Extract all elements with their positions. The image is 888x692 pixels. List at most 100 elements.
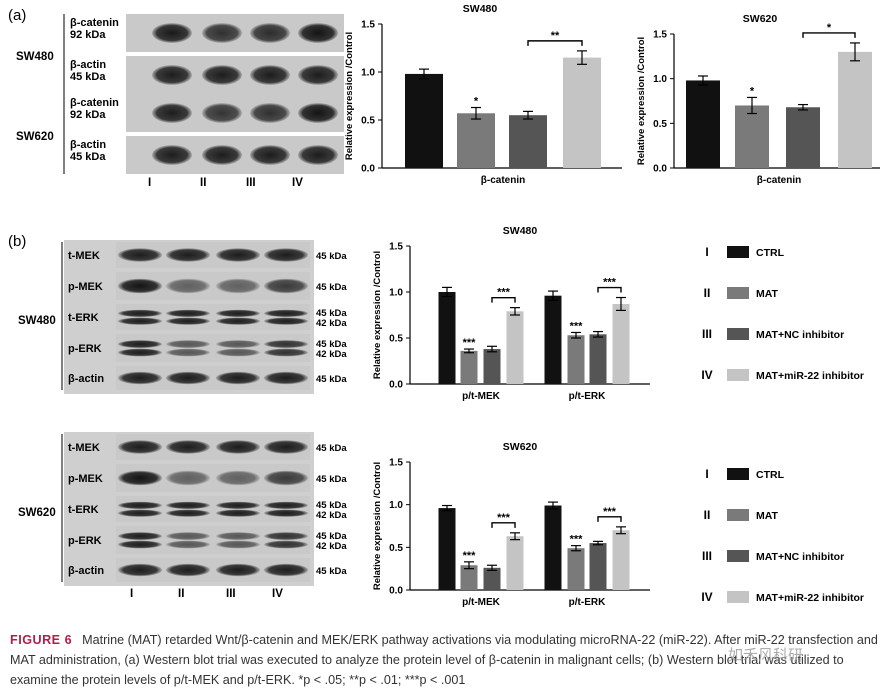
blot-band — [216, 309, 260, 317]
blot-protein-label: β-actin — [68, 373, 104, 385]
legend-swatch — [727, 369, 749, 381]
blot-band — [216, 348, 260, 357]
legend-label: MAT — [756, 288, 779, 300]
bar — [483, 349, 501, 384]
significance-label: * — [750, 85, 755, 97]
blot-protein-label: β-catenin — [70, 97, 119, 109]
blot-size-label: 45 kDa — [316, 531, 347, 542]
lane-label: III — [246, 177, 256, 189]
blot-protein-label: 92 kDa — [70, 29, 106, 41]
blot-band — [166, 340, 210, 348]
blot-band — [216, 340, 260, 348]
blot-band — [202, 145, 242, 165]
blot-protein-label: 92 kDa — [70, 109, 106, 121]
legend-item: I CTRL — [705, 467, 784, 481]
blot-band — [298, 103, 338, 123]
legend-swatch — [727, 287, 749, 299]
blot-band — [202, 103, 242, 123]
caption-label: FIGURE 6 — [10, 633, 73, 647]
y-tick-label: 0.0 — [389, 380, 403, 391]
legend-label: CTRL — [756, 469, 785, 481]
blot-band — [166, 440, 210, 454]
lane-label: II — [178, 588, 184, 600]
blot-band — [216, 540, 260, 549]
blot-band — [298, 145, 338, 165]
blot-group-label: SW620 — [18, 507, 56, 519]
blot-protein-label: β-actin — [70, 139, 106, 151]
legend-label: MAT+NC inhibitor — [756, 329, 844, 341]
chart-title: SW620 — [503, 441, 538, 453]
blot-size-label: 42 kDa — [316, 349, 347, 360]
blot-protein-label: p-ERK — [68, 343, 102, 355]
legend-numeral: III — [702, 327, 712, 341]
blot-band — [216, 470, 260, 486]
legend-item: II MAT — [704, 286, 779, 300]
lane-label: I — [148, 177, 151, 189]
blot-band — [250, 145, 290, 165]
y-tick-label: 0.5 — [361, 116, 375, 127]
bar-chart: SW480 0.0 0.5 1.0 1.5 Relative expression /Co… — [344, 3, 622, 186]
chart-title: SW480 — [503, 225, 538, 237]
blot-band — [298, 65, 338, 85]
significance-bracket — [802, 32, 856, 38]
y-tick-label: 0.0 — [361, 164, 375, 175]
legend-swatch — [727, 468, 749, 480]
x-category-label: p/t-MEK — [462, 597, 501, 608]
blot-row: p-MEK 45 kDa — [68, 272, 347, 300]
blot-band — [216, 532, 260, 541]
blot-band — [216, 278, 260, 294]
y-tick-label: 0.0 — [653, 164, 667, 175]
blot-protein-label: p-MEK — [68, 473, 103, 485]
bar — [506, 311, 524, 384]
bar — [567, 548, 585, 590]
bar — [589, 543, 607, 590]
blot-band — [118, 248, 162, 262]
lane-label: I — [130, 588, 133, 600]
blot-band — [264, 340, 308, 348]
blot-band — [118, 532, 162, 541]
blot-band — [152, 145, 192, 165]
blot-size-label: 45 kDa — [316, 251, 347, 262]
blot-group-label: SW620 — [16, 131, 54, 143]
blot-band — [166, 501, 210, 509]
significance-label: * — [827, 22, 832, 34]
blot-size-label: 45 kDa — [316, 374, 347, 385]
legend-numeral: I — [705, 467, 708, 481]
y-axis-label: Relative expression /Control — [344, 32, 355, 160]
y-tick-label: 1.0 — [361, 68, 375, 79]
bar — [460, 350, 478, 384]
blot-band — [264, 540, 308, 549]
lane-label: IV — [292, 177, 303, 189]
blot-protein-label: β-catenin — [70, 17, 119, 29]
figure-caption: FIGURE 6 Matrine (MAT) retarded Wnt/β-cat… — [10, 630, 880, 690]
blot-protein-label: β-actin — [68, 565, 104, 577]
bar — [506, 536, 524, 590]
y-axis-label: Relative expression /Control — [372, 462, 383, 590]
bar — [786, 107, 820, 168]
bar — [438, 508, 456, 590]
blot-band — [166, 532, 210, 541]
y-tick-label: 1.0 — [389, 288, 403, 299]
blot-band — [264, 278, 308, 294]
blot-band — [118, 317, 162, 325]
blot-band — [250, 23, 290, 43]
significance-label: *** — [603, 506, 617, 518]
lane-label: IV — [272, 588, 283, 600]
legend-item: IV MAT+miR-22 inhibitor — [701, 590, 864, 604]
blot-band — [264, 371, 308, 385]
legend-label: CTRL — [756, 247, 785, 259]
y-tick-label: 1.5 — [653, 30, 667, 41]
legend-swatch — [727, 509, 749, 521]
significance-bracket — [527, 40, 583, 46]
bar — [838, 51, 872, 168]
blot-row: β-actin 45 kDa — [68, 366, 347, 390]
bar — [460, 565, 478, 590]
significance-bracket — [491, 522, 516, 528]
bar — [686, 80, 720, 168]
bar — [509, 115, 547, 168]
